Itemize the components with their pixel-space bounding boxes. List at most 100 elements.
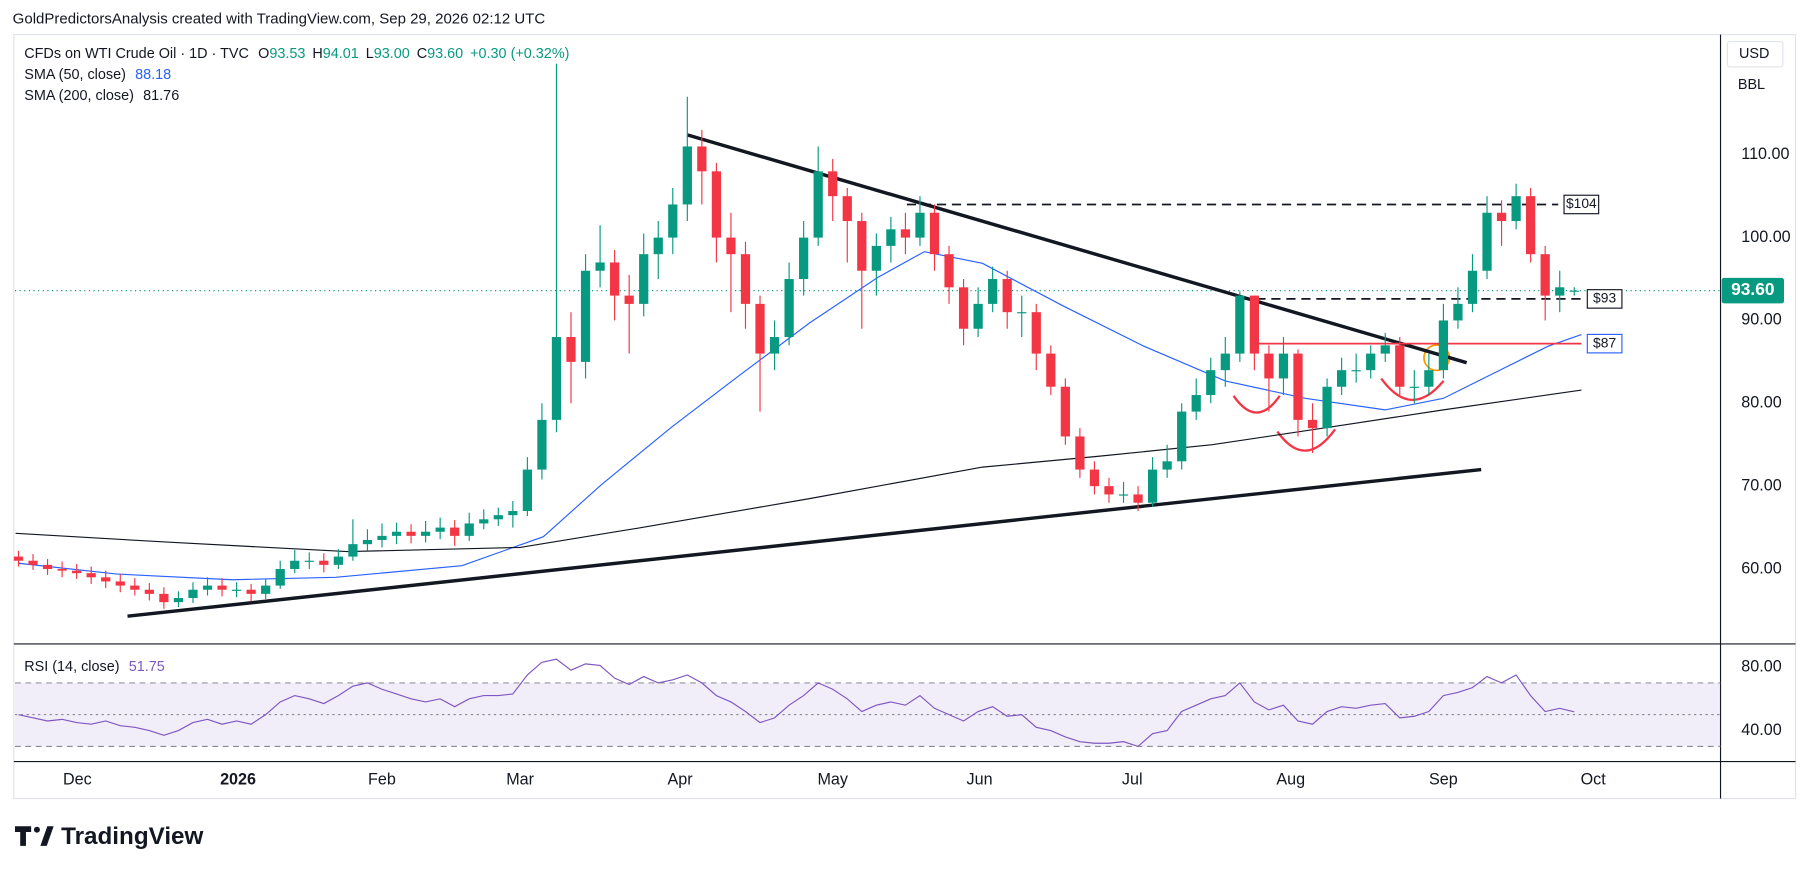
- candle-body: [319, 560, 329, 565]
- candle-body: [290, 560, 300, 570]
- y-tick-label: 100.00: [1741, 228, 1790, 246]
- candle-body: [711, 171, 722, 238]
- logo-mark: [40, 826, 54, 846]
- candle-body: [1075, 436, 1085, 470]
- candle-body: [1249, 295, 1259, 354]
- rsi-legend: RSI (14, close) 51.75: [24, 659, 165, 675]
- candle-body: [1220, 353, 1230, 371]
- moving-average: [15, 389, 1582, 553]
- candle-body: [246, 589, 256, 594]
- logo: [14, 826, 54, 846]
- candle-body: [857, 221, 867, 271]
- indicator-legend: SMA (50, close) 88.18: [24, 67, 171, 83]
- candle-body: [551, 337, 562, 420]
- candle-body: [1337, 370, 1347, 387]
- candle-body: [1133, 494, 1143, 503]
- candle-body: [1118, 494, 1129, 496]
- trendline: [127, 467, 1482, 618]
- rsi-name: RSI (14, close): [24, 659, 119, 675]
- currency[interactable]: USD: [1739, 46, 1769, 62]
- candle-body: [420, 531, 431, 536]
- rsi-tick-label: 80.00: [1741, 657, 1781, 675]
- x-tick-label: Jun: [967, 770, 993, 788]
- candle-body: [159, 593, 169, 603]
- candle-body: [1467, 270, 1478, 304]
- candle-body: [348, 544, 358, 557]
- rsi-tick-label: 40.00: [1741, 721, 1781, 739]
- rsi-value: 51.75: [129, 659, 165, 675]
- x-tick-label: May: [817, 770, 848, 788]
- candle-body: [1017, 312, 1027, 314]
- candle-body: [1060, 386, 1070, 437]
- candle-body: [769, 337, 780, 354]
- candle-body: [1453, 303, 1463, 321]
- candle-body: [1380, 345, 1390, 354]
- candle-body: [958, 287, 969, 329]
- candle-body: [72, 570, 82, 574]
- currency-box[interactable]: [1726, 40, 1784, 68]
- candle-body: [450, 527, 460, 536]
- x-tick-label: Sep: [1429, 770, 1458, 788]
- candle-body: [1424, 370, 1434, 387]
- ohlc-value: 93.00: [374, 46, 410, 62]
- candle-body: [653, 237, 663, 255]
- candle-body: [13, 556, 24, 561]
- y-tick-label: 60.00: [1741, 559, 1781, 577]
- rsi-line: [18, 658, 1575, 748]
- candle-body: [1264, 353, 1274, 379]
- indicator-value: 88.18: [135, 67, 171, 83]
- candle-body: [988, 279, 998, 304]
- branding: TradingView: [61, 823, 203, 850]
- ohlc-key: C: [417, 46, 427, 62]
- candle-body: [173, 598, 184, 603]
- candle-body: [1322, 386, 1332, 429]
- candle-body: [1177, 411, 1187, 462]
- candle-body: [1569, 290, 1579, 292]
- moving-average: [18, 251, 1582, 581]
- pattern-arc: [1380, 377, 1445, 401]
- candle-body: [537, 419, 547, 470]
- last-price-label: 93.60: [1731, 279, 1774, 299]
- candle-body: [391, 531, 402, 536]
- symbol: CFDs on WTI Crude Oil · 1D · TVC: [24, 46, 249, 62]
- candle-body: [304, 560, 314, 562]
- candle-body: [929, 212, 940, 255]
- candle-body: [944, 254, 954, 288]
- level-label-box: [1586, 289, 1623, 309]
- candle-body: [595, 262, 605, 271]
- candle-body: [1511, 196, 1521, 222]
- y-tick-label: 110.00: [1741, 145, 1789, 163]
- candle-body: [784, 279, 794, 338]
- x-tick-label: Aug: [1276, 770, 1305, 788]
- candle-body: [871, 245, 881, 271]
- candle-body: [1351, 370, 1361, 372]
- candle-body: [1540, 254, 1550, 296]
- candle-body: [1307, 419, 1318, 429]
- ohlc-key: H: [312, 46, 322, 62]
- indicator-name: SMA (200, close): [24, 88, 134, 104]
- candle-body: [435, 527, 445, 532]
- indicator-legend: SMA (200, close) 81.76: [24, 88, 179, 104]
- candle-body: [624, 295, 634, 304]
- candle-body: [1526, 196, 1536, 255]
- x-tick-label: Apr: [667, 770, 693, 788]
- candle-body: [799, 237, 809, 280]
- candle-body: [144, 589, 154, 594]
- candle-body: [1235, 295, 1245, 354]
- unit[interactable]: BBL: [1738, 77, 1765, 93]
- candle-body: [493, 515, 503, 520]
- change: +0.30 (+0.32%): [470, 46, 569, 62]
- candle-body: [1206, 370, 1216, 396]
- x-tick-label: Oct: [1581, 770, 1607, 788]
- level-label-box: [1586, 333, 1623, 354]
- level-label: $87: [1593, 334, 1616, 350]
- candle-body: [566, 337, 576, 362]
- candle-body: [275, 569, 285, 586]
- candle-body: [217, 585, 227, 590]
- ohlc-value: 93.60: [427, 46, 463, 62]
- candle-body: [900, 229, 911, 238]
- y-tick-label: 80.00: [1741, 394, 1781, 412]
- candle-body: [57, 569, 67, 571]
- candle-body: [261, 585, 271, 594]
